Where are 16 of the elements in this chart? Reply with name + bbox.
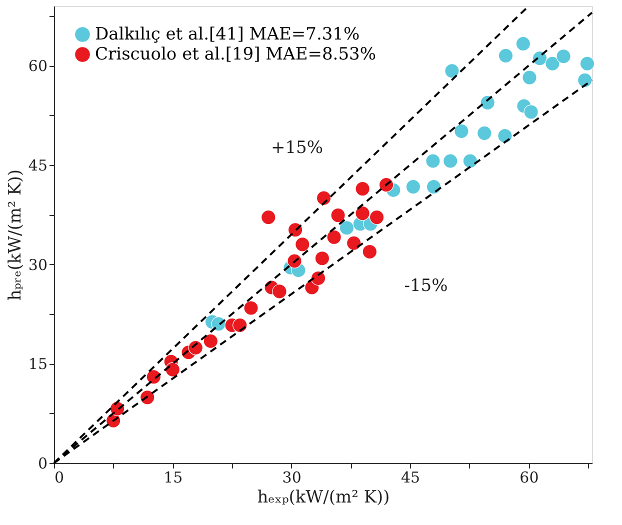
legend-label: Criscuolo et al.[19] MAE=8.53% <box>95 44 376 64</box>
y-tick-label: 45 <box>28 156 48 174</box>
x-tick-label: 45 <box>400 468 420 486</box>
y-axis-title: hₚᵣₑ(kW/(m² K)) <box>5 169 26 301</box>
x-axis-title: hₑₓₚ(kW/(m² K)) <box>257 488 390 508</box>
y-tick-label: 15 <box>28 355 48 374</box>
x-tick-label: 60 <box>520 468 539 486</box>
y-tick-label: 0 <box>38 454 48 472</box>
annotation: +15% <box>270 138 324 158</box>
annotation: -15% <box>404 276 448 296</box>
x-tick-label: 30 <box>282 468 302 486</box>
y-tick-label: 60 <box>28 57 48 76</box>
x-tick-label: 0 <box>54 468 64 486</box>
x-tick-label: 15 <box>164 468 183 486</box>
legend-label: Dalkılıç et al.[41] MAE=7.31% <box>95 24 360 44</box>
y-tick-label: 30 <box>28 256 48 274</box>
